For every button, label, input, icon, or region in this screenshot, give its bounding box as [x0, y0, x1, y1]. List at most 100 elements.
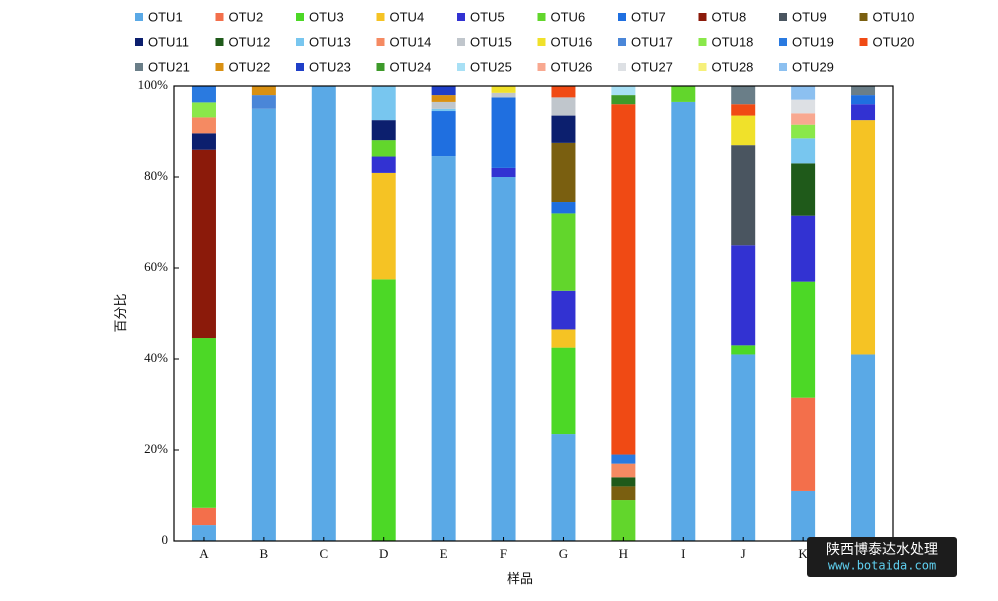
bar-segment — [491, 86, 516, 93]
x-tick-label: I — [681, 546, 685, 561]
legend-swatch — [779, 13, 787, 21]
bar-segment — [791, 490, 816, 541]
bar-segment — [611, 95, 636, 105]
bar-segment — [551, 290, 576, 330]
legend-swatch — [537, 63, 546, 71]
bar-segment — [551, 434, 576, 541]
legend-label: OTU16 — [551, 34, 593, 49]
x-tick-label: B — [260, 546, 269, 561]
bar-segment — [551, 97, 576, 116]
legend-swatch — [296, 38, 304, 46]
x-tick-label: K — [798, 546, 808, 561]
legend-swatch — [135, 13, 143, 21]
x-tick-label: D — [379, 546, 388, 561]
legend-label: OTU19 — [792, 34, 834, 49]
bar-segment — [611, 500, 636, 541]
watermark-text: 陕西博泰达水处理 — [826, 541, 938, 558]
legend-swatch — [215, 13, 224, 21]
bar-segment — [851, 86, 876, 96]
bar-segment — [611, 477, 636, 487]
legend-label: OTU4 — [390, 9, 425, 24]
bar-segment — [191, 507, 216, 526]
legend-swatch — [698, 38, 707, 46]
bar-segment — [491, 177, 516, 541]
bar-segment — [311, 86, 336, 541]
watermark-url: www.botaida.com — [828, 559, 936, 573]
bar-segment — [251, 108, 276, 541]
legend-label: OTU15 — [470, 34, 512, 49]
bar-segment — [731, 104, 756, 116]
legend-swatch — [779, 63, 787, 71]
legend-label: OTU8 — [712, 9, 747, 24]
legend-label: OTU10 — [873, 9, 915, 24]
bar-segment — [551, 213, 576, 291]
legend-swatch — [618, 38, 626, 46]
y-tick-label: 60% — [144, 259, 168, 274]
legend-label: OTU13 — [309, 34, 351, 49]
bar-segment — [731, 86, 756, 105]
bar-segment — [431, 95, 456, 102]
legend-label: OTU27 — [631, 59, 673, 74]
bar-segment — [191, 117, 216, 134]
legend-swatch — [618, 63, 626, 71]
bar-segment — [731, 145, 756, 246]
legend-label: OTU5 — [470, 9, 505, 24]
legend-swatch — [296, 13, 304, 21]
legend-label: OTU21 — [148, 59, 190, 74]
legend-swatch — [537, 13, 546, 21]
legend-label: OTU6 — [551, 9, 586, 24]
legend-swatch — [698, 63, 707, 71]
bar-segment — [551, 86, 576, 98]
bar-segment — [491, 97, 516, 168]
bar-segment — [251, 95, 276, 109]
bar-segment — [791, 215, 816, 282]
x-tick-label: C — [319, 546, 328, 561]
x-tick-label: A — [199, 546, 209, 561]
bar-segment — [251, 86, 276, 96]
legend-label: OTU12 — [229, 34, 271, 49]
legend-swatch — [296, 63, 304, 71]
legend-swatch — [779, 38, 787, 46]
bar-segment — [191, 338, 216, 508]
y-tick-label: 0 — [162, 532, 169, 547]
legend: OTU1 OTU2 OTU3 OTU4 OTU5 OTU6 OTU7 OTU8 OTU9 OTU1… — [135, 9, 914, 74]
bar-segment — [491, 167, 516, 177]
legend-label: OTU18 — [712, 34, 754, 49]
legend-swatch — [135, 63, 143, 71]
bar-segment — [371, 156, 396, 173]
legend-swatch — [698, 13, 707, 21]
bar-segment — [731, 245, 756, 346]
legend-label: OTU7 — [631, 9, 666, 24]
y-tick-label: 40% — [144, 350, 168, 365]
bar-segment — [731, 345, 756, 355]
bar-segment — [551, 347, 576, 435]
bar-segment — [551, 329, 576, 348]
legend-swatch — [215, 63, 224, 71]
legend-label: OTU28 — [712, 59, 754, 74]
legend-swatch — [859, 13, 868, 21]
watermark: 陕西博泰达水处理 www.botaida.com — [807, 537, 957, 577]
legend-swatch — [859, 38, 868, 46]
bar-segment — [791, 163, 816, 216]
legend-label: OTU20 — [873, 34, 915, 49]
bar-segment — [191, 149, 216, 339]
bar-segment — [611, 104, 636, 455]
x-axis-title: 样品 — [507, 571, 533, 586]
bar-segment — [611, 86, 636, 96]
legend-label: OTU24 — [390, 59, 432, 74]
bar-segment — [191, 133, 216, 150]
bar-segment — [611, 486, 636, 501]
y-tick-label: 20% — [144, 441, 168, 456]
legend-label: OTU2 — [229, 9, 264, 24]
bar-segment — [791, 281, 816, 398]
x-tick-label: J — [741, 546, 746, 561]
bar-segment — [731, 115, 756, 146]
bar-segment — [851, 120, 876, 355]
x-tick-label: H — [619, 546, 628, 561]
bar-segment — [791, 86, 816, 100]
watermark-box — [807, 537, 957, 577]
bar-segment — [191, 86, 216, 103]
bar-segment — [431, 108, 456, 112]
legend-label: OTU26 — [551, 59, 593, 74]
bar-segment — [191, 102, 216, 118]
